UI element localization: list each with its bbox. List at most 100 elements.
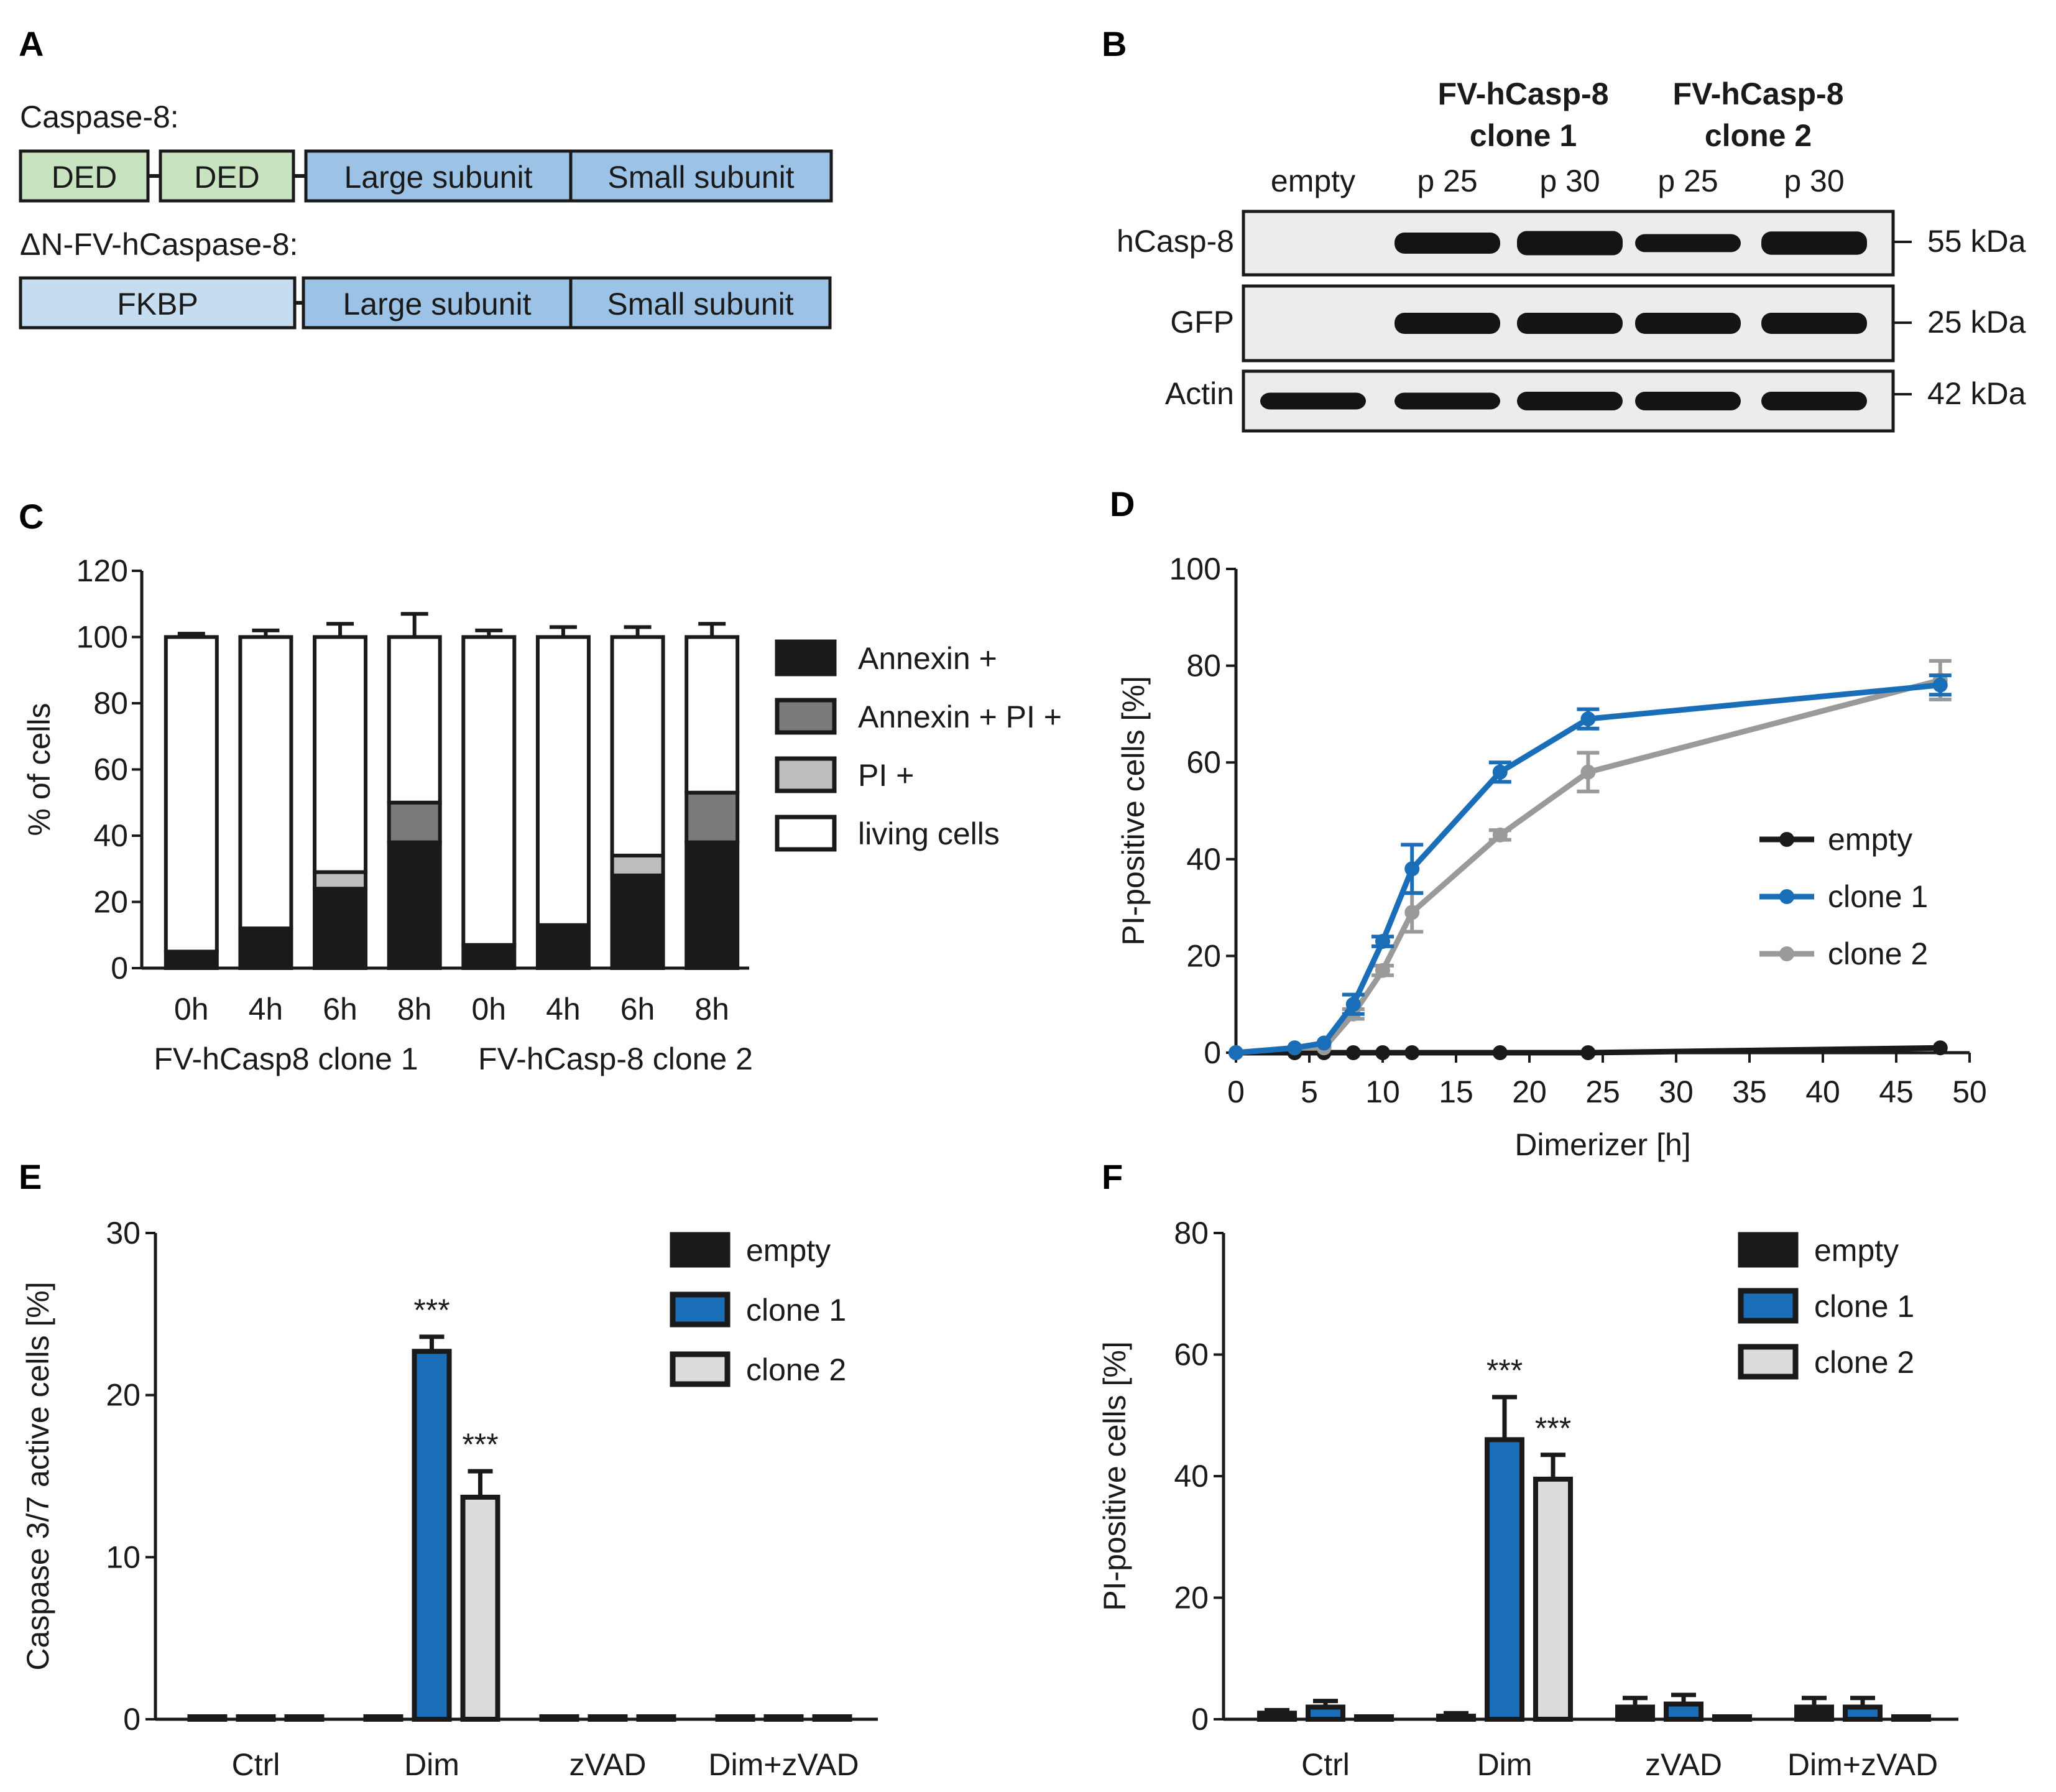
legend-label: clone 1: [746, 1293, 846, 1328]
y-tick-label: 0: [123, 1702, 141, 1737]
bar: [1615, 1704, 1655, 1722]
legend-label: empty: [746, 1233, 831, 1268]
protein-band: [1761, 313, 1867, 334]
data-point: [1580, 1045, 1596, 1060]
x-tick-label: 20: [1512, 1074, 1547, 1109]
y-tick-label: 100: [1169, 552, 1221, 586]
protein-band: [1394, 233, 1500, 254]
bar: [187, 1714, 228, 1722]
stacked-bar-segment: [535, 923, 591, 971]
group2-label-line1: FV-hCasp-8: [1672, 76, 1843, 111]
panel-f: F 0 20 40 60 80 PI-positive cells [%] Ctrl Dim z…: [1097, 1157, 1958, 1782]
bar: [1354, 1714, 1394, 1722]
y-axis-label: % of cells: [22, 703, 57, 836]
domain-box: [19, 276, 297, 330]
legend-swatch: [1738, 1288, 1799, 1324]
x-tick-label: Dim+zVAD: [708, 1747, 859, 1782]
protein-band: [1635, 392, 1741, 410]
x-tick-label: Dim: [404, 1747, 459, 1782]
x-tick-label: 45: [1879, 1074, 1914, 1109]
x-tick-label: 4h: [249, 992, 284, 1027]
legend-label: Annexin +: [858, 641, 997, 676]
data-point: [1229, 1045, 1243, 1060]
x-tick-label: 8h: [397, 992, 432, 1027]
x-tick-label: 40: [1805, 1074, 1840, 1109]
y-tick-label: 60: [1186, 745, 1221, 780]
data-point: [1287, 1040, 1302, 1056]
data-point: [1492, 1045, 1508, 1060]
x-axis-label: Dimerizer [h]: [1514, 1127, 1690, 1162]
stacked-bar-segment: [387, 635, 442, 805]
panel-d-letter: D: [1110, 484, 1135, 524]
bar: [1257, 1711, 1297, 1722]
x-tick-label: 8h: [694, 992, 729, 1027]
stacked-bar-segment: [685, 635, 740, 795]
group1-label-line1: FV-hCasp-8: [1437, 76, 1608, 111]
stacked-bar-segment: [313, 870, 368, 891]
legend-swatch: [670, 1232, 731, 1268]
legend-label: clone 2: [1828, 936, 1928, 971]
stacked-bar-segment: [535, 635, 591, 927]
x-tick-label: 30: [1659, 1074, 1694, 1109]
panel-d: D 0 20 40 60 80 100 0 5 10 15 20 25 30 35 40 45 50 Dimeri…: [1110, 484, 1987, 1162]
stacked-bar-segment: [313, 635, 368, 874]
significance-marker: ***: [1535, 1411, 1571, 1446]
panel-e: E 0 10 20 30 Caspase 3/7 active cells [%] Ctr…: [19, 1157, 878, 1782]
bar: [588, 1714, 628, 1722]
bar: [1533, 1476, 1573, 1722]
legend-label: clone 2: [746, 1352, 846, 1387]
data-point: [1580, 764, 1596, 780]
x-tick-label: 0: [1227, 1074, 1245, 1109]
stacked-bar-segment: [461, 943, 517, 970]
legend-marker: [1779, 889, 1794, 904]
x-tick-label: zVAD: [569, 1747, 646, 1782]
x-tick-label: Ctrl: [232, 1747, 280, 1782]
domain-label: DED: [52, 160, 118, 195]
bar: [812, 1714, 852, 1722]
legend-label: living cells: [858, 816, 1000, 851]
x-tick-label: 50: [1952, 1074, 1987, 1109]
domain-label: Large subunit: [344, 160, 532, 195]
y-tick-label: 80: [93, 686, 128, 721]
group-label: FV-hCasp-8 clone 2: [478, 1041, 753, 1076]
y-tick-label: 120: [76, 553, 128, 588]
bar: [1664, 1701, 1703, 1722]
domain-label: Small subunit: [607, 160, 794, 195]
group-label: FV-hCasp8 clone 1: [154, 1041, 418, 1076]
blot-label: GFP: [1170, 305, 1234, 339]
y-tick-label: 0: [1204, 1035, 1221, 1070]
legend-label: PI +: [858, 758, 914, 793]
significance-marker: ***: [1487, 1353, 1523, 1388]
protein-band: [1394, 392, 1500, 410]
protein-band: [1260, 392, 1366, 410]
x-tick-label: 6h: [323, 992, 357, 1027]
data-point: [1404, 905, 1420, 920]
stacked-bar-segment: [387, 840, 442, 971]
protein-band: [1635, 313, 1741, 334]
series-line: [1235, 682, 1941, 1056]
bar: [460, 1494, 500, 1722]
stacked-bar-segment: [387, 800, 442, 844]
bar: [636, 1714, 676, 1722]
x-tick-label: 35: [1732, 1074, 1767, 1109]
legend-swatch: [775, 698, 837, 735]
y-axis-label: Caspase 3/7 active cells [%]: [21, 1282, 55, 1670]
panel-b: B FV-hCasp-8 clone 1 FV-hCasp-8 clone 2 …: [1102, 24, 2026, 433]
y-tick-label: 40: [1186, 842, 1221, 877]
data-point: [1375, 1045, 1390, 1060]
y-tick-label: 20: [1174, 1581, 1209, 1615]
y-axis-label: PI-positive cells [%]: [1097, 1341, 1132, 1610]
panel-b-letter: B: [1102, 24, 1127, 63]
legend-label: clone 2: [1814, 1345, 1914, 1380]
significance-marker: ***: [462, 1427, 498, 1462]
bar: [412, 1349, 452, 1722]
domain-label: DED: [194, 160, 260, 195]
protein-band: [1517, 392, 1623, 410]
legend-label: clone 1: [1814, 1289, 1914, 1324]
stacked-bar-segment: [461, 635, 517, 947]
y-tick-label: 20: [1186, 938, 1221, 973]
data-point: [1580, 711, 1596, 727]
domain-box: [569, 149, 833, 203]
legend-swatch: [670, 1291, 731, 1328]
legend-label: empty: [1828, 822, 1912, 857]
